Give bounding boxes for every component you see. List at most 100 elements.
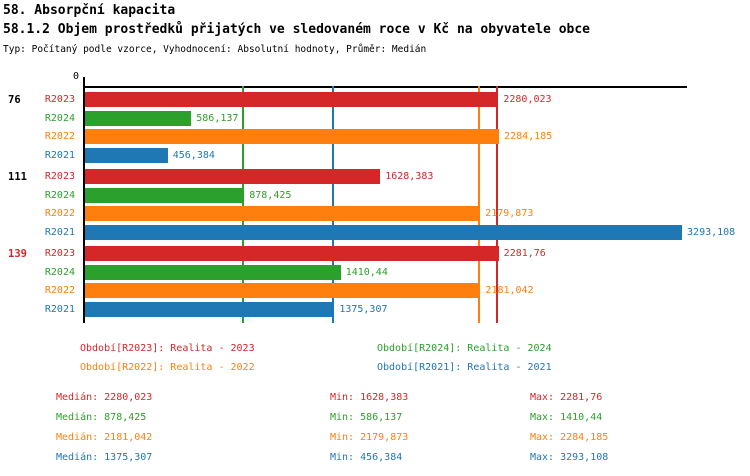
page-subtitle: 58.1.2 Objem prostředků přijatých ve sle… (3, 22, 590, 37)
bar-track: 2281,76 (83, 246, 750, 261)
stat-min: Min: 2179,873 (330, 432, 409, 443)
bar-track: 1410,44 (83, 264, 750, 280)
median-line-R2021 (332, 86, 334, 323)
stat-min: Min: 586,137 (330, 412, 403, 423)
stats-row-R2021: Medián: 1375,307 Min: 456,384 Max: 3293,10… (56, 453, 608, 463)
bar-row: 111 R2023 1628,383 (0, 169, 750, 184)
meta-line: Typ: Počítaný podle vzorce, Vyhodnocení:… (3, 44, 427, 55)
bar-row: R2021 456,384 (0, 147, 750, 163)
bar-row: R2022 2181,042 (0, 283, 750, 298)
stat-max: Max: 2281,76 (530, 392, 603, 403)
page-title: 58. Absorpční kapacita (3, 3, 176, 18)
bar-track: 3293,108 (83, 224, 750, 240)
bar-value-label: 1375,307 (339, 303, 388, 315)
bar-group-111: 111 R2023 1628,383 R2024 878,425 R2022 2179,87… (0, 169, 750, 240)
bar-row: R2024 878,425 (0, 187, 750, 203)
bar-track: 2284,185 (83, 129, 750, 144)
bar-value-label: 2280,023 (503, 94, 552, 105)
group-label: 111 (8, 170, 27, 183)
bar-value-label: 1628,383 (385, 171, 434, 182)
bar-track: 2179,873 (83, 206, 750, 221)
bar-row: R2024 586,137 (0, 110, 750, 126)
series-label: R2022 (44, 285, 75, 296)
bar (85, 110, 192, 126)
bar (85, 92, 499, 107)
bar-value-label: 2181,042 (485, 285, 534, 296)
median-line-R2023 (496, 86, 498, 323)
stats-table: Medián: 2280,023 Min: 1628,383 Max: 2281,7… (56, 393, 608, 473)
bar-group-139: 139 R2023 2281,76 R2024 1410,44 R2022 2181,042… (0, 246, 750, 317)
bar (85, 147, 168, 163)
bar-track: 878,425 (83, 187, 750, 203)
legend-item-R2024: Období[R2024]: Realita - 2024 (377, 343, 552, 354)
x-axis-line (83, 86, 687, 88)
legend-item-R2023: Období[R2023]: Realita - 2023 (80, 343, 255, 354)
bar-group-76: 76 R2023 2280,023 R2024 586,137 R2022 2284,185… (0, 92, 750, 163)
series-label: R2023 (44, 171, 75, 182)
bar-value-label: 878,425 (249, 189, 292, 201)
stat-median: Medián: 878,425 (56, 412, 147, 423)
bar (85, 169, 381, 184)
series-label: R2023 (44, 248, 75, 259)
legend-item-R2022: Období[R2022]: Realita - 2022 (80, 362, 255, 373)
stats-row-R2022: Medián: 2181,042 Min: 2179,873 Max: 2284,1… (56, 433, 608, 443)
bar-track: 1375,307 (83, 301, 750, 317)
stat-min: Min: 456,384 (330, 452, 403, 463)
median-line-R2024 (242, 86, 244, 323)
y-axis-line (83, 77, 85, 323)
series-label: R2021 (44, 303, 75, 315)
bar-value-label: 3293,108 (687, 226, 736, 238)
bar-chart: 0 76 R2023 2280,023 R2024 586,137 R2022 2284,1… (0, 70, 750, 323)
x-axis-zero-label: 0 (73, 71, 80, 82)
bar-row: 76 R2023 2280,023 (0, 92, 750, 107)
series-label: R2024 (44, 112, 75, 124)
bar (85, 129, 500, 144)
median-line-R2022 (478, 86, 480, 323)
stat-max: Max: 2284,185 (530, 432, 609, 443)
series-label: R2022 (44, 131, 75, 142)
bar-track: 2280,023 (83, 92, 750, 107)
legend-item-R2021: Období[R2021]: Realita - 2021 (377, 362, 552, 373)
stat-max: Max: 3293,108 (530, 452, 609, 463)
stats-row-R2023: Medián: 2280,023 Min: 1628,383 Max: 2281,7… (56, 393, 608, 403)
stat-median: Medián: 2280,023 (56, 392, 153, 403)
bar-track: 2181,042 (83, 283, 750, 298)
bar (85, 224, 683, 240)
stats-row-R2024: Medián: 878,425 Min: 586,137 Max: 1410,44 (56, 413, 608, 423)
bar (85, 206, 481, 221)
bar-value-label: 2284,185 (504, 131, 553, 142)
series-label: R2021 (44, 149, 75, 161)
bar-row: R2022 2179,873 (0, 206, 750, 221)
bar (85, 283, 481, 298)
bar-row: R2021 1375,307 (0, 301, 750, 317)
bar (85, 246, 499, 261)
stat-median: Medián: 2181,042 (56, 432, 153, 443)
bar-value-label: 456,384 (172, 149, 215, 161)
bar-row: R2021 3293,108 (0, 224, 750, 240)
group-label: 139 (8, 247, 27, 260)
bar-value-label: 1410,44 (345, 266, 388, 278)
series-label: R2021 (44, 226, 75, 238)
stat-median: Medián: 1375,307 (56, 452, 153, 463)
bar-value-label: 2179,873 (485, 208, 534, 219)
series-label: R2024 (44, 266, 75, 278)
bar-value-label: 2281,76 (503, 248, 546, 259)
legend: Období[R2023]: Realita - 2023 Období[R202… (80, 344, 552, 373)
bar (85, 264, 341, 280)
series-label: R2024 (44, 189, 75, 201)
stat-max: Max: 1410,44 (530, 412, 603, 423)
series-label: R2022 (44, 208, 75, 219)
bar-track: 1628,383 (83, 169, 750, 184)
bar-row: R2022 2284,185 (0, 129, 750, 144)
stat-min: Min: 1628,383 (330, 392, 409, 403)
bar (85, 187, 245, 203)
bar-row: 139 R2023 2281,76 (0, 246, 750, 261)
bar (85, 301, 335, 317)
bar-track: 586,137 (83, 110, 750, 126)
series-label: R2023 (44, 94, 75, 105)
bar-groups: 76 R2023 2280,023 R2024 586,137 R2022 2284,185… (0, 92, 750, 323)
bar-track: 456,384 (83, 147, 750, 163)
group-label: 76 (8, 93, 21, 106)
bar-row: R2024 1410,44 (0, 264, 750, 280)
